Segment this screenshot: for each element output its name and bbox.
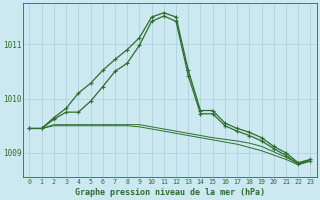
X-axis label: Graphe pression niveau de la mer (hPa): Graphe pression niveau de la mer (hPa) <box>75 188 265 197</box>
